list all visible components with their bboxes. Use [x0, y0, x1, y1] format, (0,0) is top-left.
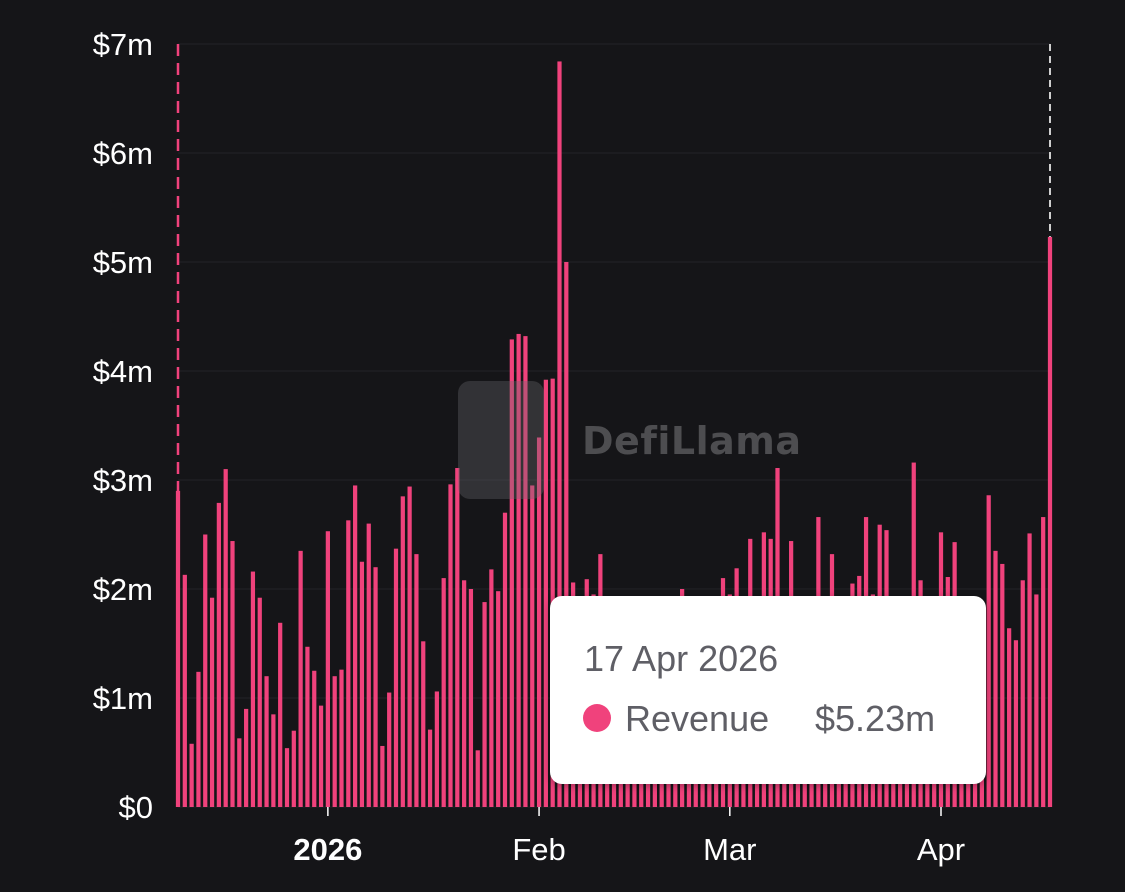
revenue-bar[interactable] [203, 534, 208, 808]
revenue-bar[interactable] [523, 336, 528, 807]
x-tick-label: 2026 [293, 832, 362, 867]
revenue-bar[interactable] [305, 646, 310, 807]
revenue-bar[interactable] [250, 571, 256, 807]
revenue-bar[interactable] [564, 262, 569, 807]
revenue-bar[interactable] [1007, 628, 1012, 807]
revenue-bar[interactable] [489, 569, 494, 807]
revenue-bar[interactable] [557, 61, 562, 807]
revenue-bar[interactable] [1027, 533, 1032, 807]
chart-tooltip: 17 Apr 2026 Revenue $5.23m [550, 596, 986, 784]
y-tick-label: $1m [93, 681, 153, 716]
revenue-bar[interactable] [209, 597, 215, 807]
revenue-bar[interactable] [244, 708, 249, 807]
revenue-bar[interactable] [346, 520, 351, 807]
revenue-bar[interactable] [496, 591, 501, 807]
revenue-bar[interactable] [414, 554, 419, 807]
revenue-bar[interactable] [325, 531, 330, 807]
revenue-bar[interactable] [278, 622, 283, 807]
revenue-bar[interactable] [373, 567, 378, 807]
revenue-bar[interactable] [468, 589, 474, 807]
revenue-bar[interactable] [1013, 640, 1019, 807]
y-tick-label: $3m [93, 463, 153, 498]
revenue-bar[interactable] [530, 485, 535, 807]
grid-lines [178, 43, 1050, 808]
x-tick-label: Feb [512, 832, 565, 867]
x-axis: 2026 Feb Mar Apr [293, 807, 965, 867]
revenue-bar[interactable] [550, 378, 555, 807]
revenue-bar[interactable] [339, 669, 344, 807]
revenue-bar[interactable] [284, 748, 290, 807]
revenue-bar[interactable] [237, 738, 242, 807]
y-tick-label: $6m [93, 136, 153, 171]
revenue-bar[interactable] [543, 379, 548, 807]
revenue-bar[interactable] [298, 550, 303, 807]
revenue-bar[interactable] [441, 578, 446, 807]
revenue-bar[interactable] [312, 670, 317, 807]
revenue-bar[interactable] [291, 730, 296, 807]
revenue-bar[interactable] [1000, 563, 1005, 807]
revenue-bar[interactable] [1041, 517, 1046, 807]
revenue-bar[interactable] [1047, 236, 1053, 807]
revenue-bar[interactable] [448, 484, 453, 807]
crosshair-lines [176, 44, 1051, 807]
revenue-bar[interactable] [502, 512, 508, 807]
revenue-bar[interactable] [189, 743, 194, 807]
tooltip-date: 17 Apr 2026 [584, 638, 779, 679]
revenue-bar[interactable] [271, 714, 276, 807]
revenue-bar[interactable] [455, 468, 460, 807]
revenue-bar[interactable] [1020, 580, 1025, 807]
revenue-bar[interactable] [216, 502, 221, 807]
revenue-bar[interactable] [387, 692, 392, 807]
revenue-bar[interactable] [318, 705, 324, 807]
revenue-bar[interactable] [421, 641, 426, 807]
revenue-bar[interactable] [993, 550, 998, 807]
x-tick-label: Apr [917, 832, 965, 867]
revenue-bar[interactable] [400, 496, 405, 807]
revenue-bar[interactable] [462, 580, 467, 807]
revenue-bar[interactable] [353, 485, 358, 807]
revenue-bar[interactable] [264, 676, 269, 807]
y-tick-label: $0 [119, 790, 153, 825]
revenue-bar[interactable] [407, 486, 412, 807]
revenue-bar[interactable] [182, 574, 187, 807]
y-tick-label: $4m [93, 354, 153, 389]
revenue-bar[interactable] [196, 671, 201, 807]
revenue-bar[interactable] [332, 676, 337, 807]
tooltip-value: $5.23m [815, 698, 936, 739]
revenue-bar[interactable] [359, 561, 365, 807]
y-axis: $0 $1m $2m $3m $4m $5m $6m $7m [93, 27, 153, 825]
revenue-bar[interactable] [509, 339, 514, 807]
revenue-bar[interactable] [475, 750, 480, 807]
revenue-bar[interactable] [366, 523, 371, 807]
revenue-bar[interactable] [1034, 594, 1039, 807]
revenue-bar[interactable] [482, 602, 487, 807]
revenue-bar[interactable] [434, 691, 439, 807]
revenue-bar[interactable] [175, 490, 181, 807]
y-tick-label: $5m [93, 245, 153, 280]
revenue-bar[interactable] [516, 333, 521, 807]
revenue-bar[interactable] [380, 745, 385, 807]
series-color-dot-icon [583, 704, 611, 732]
revenue-bar[interactable] [536, 437, 542, 807]
revenue-bar[interactable] [257, 597, 262, 807]
tooltip-series-label: Revenue [625, 698, 770, 739]
y-tick-label: $7m [93, 27, 153, 62]
revenue-bar[interactable] [230, 541, 235, 807]
revenue-bar[interactable] [427, 729, 433, 807]
y-tick-label: $2m [93, 572, 153, 607]
revenue-bar[interactable] [986, 495, 991, 807]
revenue-bar[interactable] [393, 548, 399, 807]
revenue-bar[interactable] [223, 469, 228, 807]
x-tick-label: Mar [703, 832, 756, 867]
